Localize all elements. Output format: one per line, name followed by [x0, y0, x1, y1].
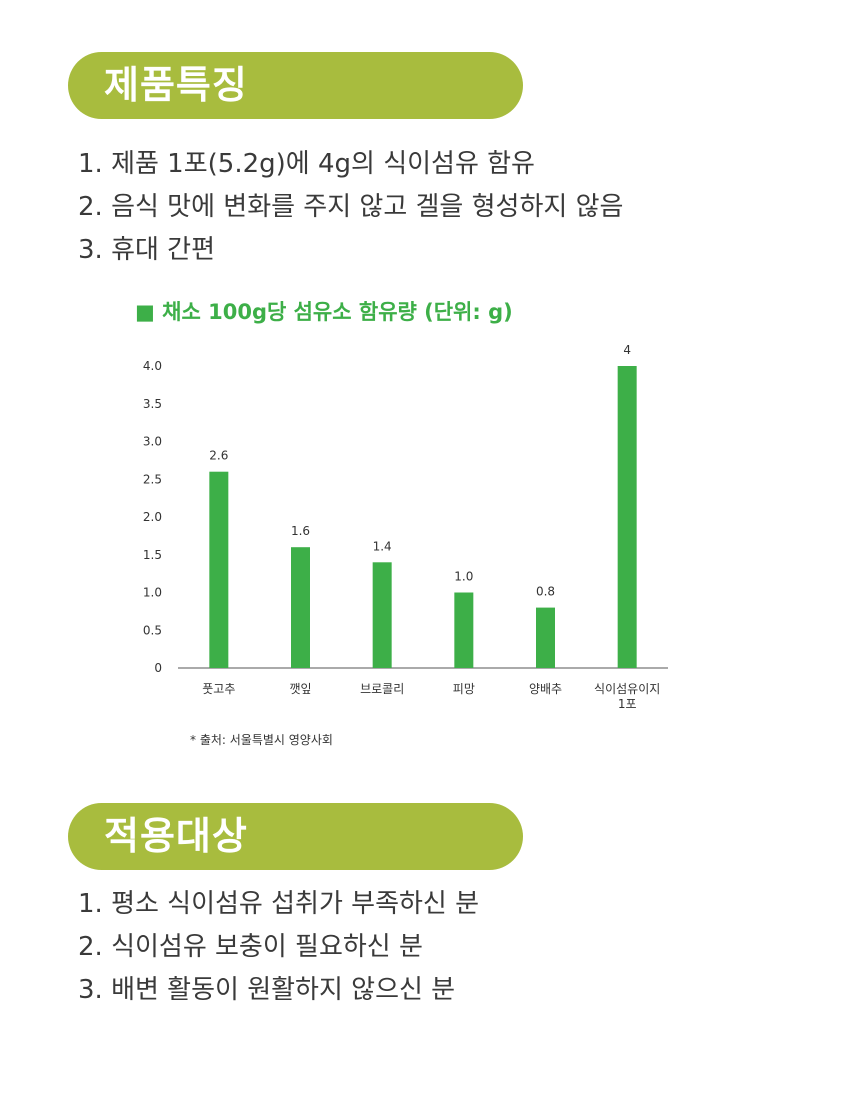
target-item: 3. 배변 활동이 원활하지 않으신 분	[78, 975, 456, 1005]
bar	[536, 607, 555, 668]
y-tick-label: 2.5	[143, 472, 162, 486]
section-title-features: 제품특징	[104, 63, 248, 107]
y-tick-label: 0	[154, 661, 162, 675]
bar	[617, 366, 637, 668]
targets-list: 1. 평소 식이섬유 섭취가 부족하신 분 2. 식이섬유 보충이 필요하신 분…	[78, 883, 479, 1012]
y-tick-label: 3.5	[143, 397, 162, 411]
y-tick-label: 3.0	[143, 435, 162, 449]
x-category-label: 깻잎	[289, 682, 311, 696]
y-tick-label: 4.0	[143, 359, 162, 373]
chart-source-note: * 출처: 서울특별시 영양사회	[190, 733, 333, 747]
bar-value-label: 4	[623, 343, 631, 357]
bar	[454, 592, 474, 668]
feature-item: 3. 휴대 간편	[78, 235, 216, 265]
section-header-targets: 적용대상	[68, 803, 523, 870]
bar-value-label: 2.6	[209, 449, 228, 463]
bar	[209, 471, 229, 668]
x-category-label: 브로콜리	[360, 682, 404, 696]
bar-value-label: 1.4	[373, 539, 392, 553]
x-category-label: 피망	[453, 682, 475, 696]
x-category-label: 식이섬유이지 1포	[594, 682, 660, 711]
bar	[372, 562, 392, 668]
bar	[291, 547, 310, 668]
feature-item: 2. 음식 맛에 변화를 주지 않고 겔을 형성하지 않음	[78, 192, 624, 222]
features-list: 1. 제품 1포(5.2g)에 4g의 식이섬유 함유 2. 음식 맛에 변화를…	[78, 143, 623, 272]
target-item: 1. 평소 식이섬유 섭취가 부족하신 분	[78, 889, 480, 919]
bar-value-label: 0.8	[536, 585, 555, 599]
bar-value-label: 1.6	[291, 524, 310, 538]
chart-title: ■ 채소 100g당 섬유소 함유량 (단위: g)	[135, 300, 513, 324]
section-title-targets: 적용대상	[104, 814, 248, 858]
section-header-features: 제품특징	[68, 52, 523, 119]
y-tick-label: 2.0	[143, 510, 162, 524]
feature-item: 1. 제품 1포(5.2g)에 4g의 식이섬유 함유	[78, 149, 535, 179]
y-tick-label: 0.5	[143, 623, 162, 637]
x-category-label: 양배추	[529, 682, 562, 696]
y-tick-label: 1.5	[143, 548, 162, 562]
x-category-label: 풋고추	[202, 682, 235, 696]
y-tick-label: 1.0	[143, 586, 162, 600]
target-item: 2. 식이섬유 보충이 필요하신 분	[78, 932, 423, 962]
bar-value-label: 1.0	[454, 570, 473, 584]
